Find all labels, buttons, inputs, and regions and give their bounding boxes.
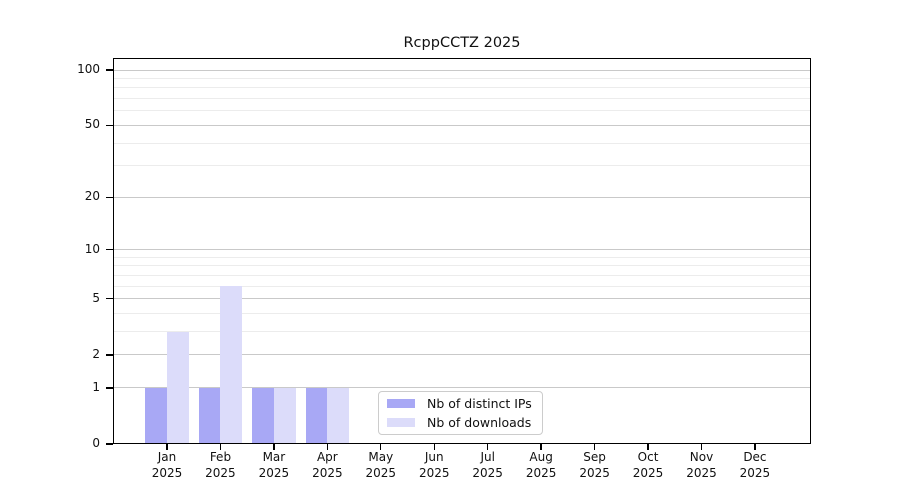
legend-label-distinct-ips: Nb of distinct IPs — [427, 396, 532, 411]
minor-gridline — [113, 265, 811, 267]
minor-gridline — [113, 256, 811, 258]
y-axis-tick — [106, 248, 113, 251]
y-axis-tick — [106, 354, 113, 356]
plot-area-frame — [113, 58, 811, 444]
x-axis-tick — [700, 444, 703, 450]
minor-gridline — [113, 110, 811, 112]
x-axis-tick-label: Aug 2025 — [525, 450, 557, 480]
major-gridline — [113, 249, 811, 251]
bar-downloads-apr — [327, 387, 350, 443]
legend-swatch-downloads — [387, 418, 415, 427]
y-axis-tick-label: 5 — [92, 290, 100, 305]
legend-label-downloads: Nb of downloads — [427, 415, 532, 430]
x-axis-tick-label: Mar 2025 — [258, 450, 290, 480]
y-axis-tick-label: 0 — [92, 436, 100, 450]
minor-gridline — [113, 285, 811, 287]
y-axis-tick — [106, 298, 113, 300]
major-gridline — [113, 387, 811, 389]
legend-entry-downloads: Nb of downloads — [387, 415, 534, 430]
x-axis-tick-label: Jun 2025 — [418, 450, 450, 480]
bar-distinct-ips-jan — [145, 387, 167, 443]
x-axis-tick — [593, 444, 596, 450]
major-gridline — [113, 69, 811, 71]
y-axis-tick-label: 1 — [92, 379, 100, 394]
x-axis-tick-label: Sep 2025 — [579, 450, 610, 480]
minor-gridline — [113, 313, 811, 315]
y-axis-tick-label: 20 — [84, 189, 100, 204]
y-axis-tick-label: 2 — [92, 346, 100, 361]
legend-box: Nb of distinct IPs Nb of downloads — [378, 391, 543, 435]
x-axis-tick-label: Oct 2025 — [632, 450, 664, 480]
bar-downloads-mar — [273, 387, 296, 443]
major-gridline — [113, 124, 811, 126]
x-axis-tick — [273, 444, 275, 450]
y-axis-tick — [106, 69, 113, 71]
x-axis-tick-label: Apr 2025 — [312, 450, 343, 480]
minor-gridline — [113, 165, 811, 167]
legend-swatch-distinct-ips — [387, 399, 415, 408]
x-axis-tick — [433, 444, 435, 450]
x-axis-tick-label: Jul 2025 — [472, 450, 503, 480]
y-axis-tick — [106, 124, 113, 127]
y-axis-tick-label: 10 — [84, 241, 100, 256]
x-axis-tick — [647, 444, 649, 450]
y-axis-tick — [106, 196, 113, 198]
minor-gridline — [113, 87, 811, 89]
y-axis-tick-label: 50 — [84, 117, 100, 132]
x-axis-tick — [326, 444, 329, 450]
major-gridline — [113, 196, 811, 198]
y-axis-tick — [106, 443, 113, 445]
minor-gridline — [113, 331, 811, 333]
x-axis-tick — [487, 444, 489, 450]
x-axis-tick — [380, 444, 382, 450]
major-gridline — [113, 298, 811, 300]
bar-downloads-feb — [220, 286, 243, 443]
x-axis-tick — [540, 444, 542, 450]
legend-entry-distinct-ips: Nb of distinct IPs — [387, 396, 534, 411]
x-axis-tick — [166, 444, 168, 450]
x-axis-tick-label: May 2025 — [365, 450, 397, 480]
chart-title: RcppCCTZ 2025 — [403, 35, 521, 51]
x-axis-tick — [754, 444, 756, 450]
x-axis-tick-label: Feb 2025 — [205, 450, 236, 480]
major-gridline — [113, 354, 811, 356]
bar-downloads-jan — [167, 331, 189, 443]
y-axis-tick — [106, 387, 113, 389]
minor-gridline — [113, 98, 811, 100]
y-axis-tick-label: 100 — [77, 62, 100, 76]
x-axis-tick-label: Jan 2025 — [151, 450, 183, 480]
minor-gridline — [113, 274, 811, 276]
x-axis-tick-label: Nov 2025 — [686, 450, 717, 480]
bar-distinct-ips-mar — [252, 387, 274, 443]
minor-gridline — [113, 142, 811, 144]
x-axis-tick-label: Dec 2025 — [739, 450, 771, 480]
bar-distinct-ips-apr — [305, 387, 328, 443]
x-axis-tick — [219, 444, 222, 450]
bar-distinct-ips-feb — [198, 387, 221, 443]
minor-gridline — [113, 77, 811, 79]
